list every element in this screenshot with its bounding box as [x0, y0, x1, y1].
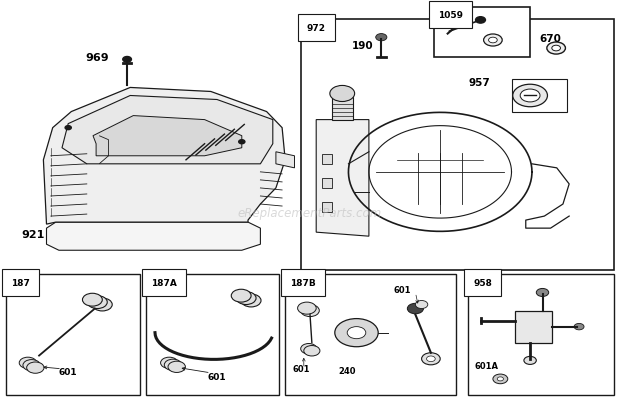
Text: 957: 957 — [468, 78, 490, 88]
Bar — [434, 8, 530, 58]
Circle shape — [164, 359, 182, 371]
Text: 601A: 601A — [474, 361, 498, 370]
Polygon shape — [93, 116, 242, 156]
Text: 190: 190 — [352, 41, 374, 51]
Polygon shape — [43, 88, 285, 225]
Circle shape — [82, 294, 102, 306]
Text: 921: 921 — [22, 230, 45, 239]
Circle shape — [168, 361, 185, 373]
Text: 601: 601 — [394, 286, 411, 295]
Circle shape — [304, 346, 320, 356]
Circle shape — [520, 90, 540, 103]
Text: 670: 670 — [539, 34, 561, 44]
Bar — [6, 275, 140, 395]
Circle shape — [407, 304, 423, 314]
Circle shape — [489, 38, 497, 44]
Text: 601: 601 — [208, 373, 226, 381]
Bar — [322, 178, 332, 188]
Circle shape — [493, 374, 508, 384]
Text: 187B: 187B — [290, 278, 316, 287]
Circle shape — [574, 324, 584, 330]
Circle shape — [484, 35, 502, 47]
Circle shape — [547, 43, 565, 55]
Circle shape — [376, 34, 387, 42]
Circle shape — [92, 298, 112, 311]
Circle shape — [23, 360, 40, 371]
Polygon shape — [46, 223, 260, 251]
Bar — [512, 80, 567, 112]
Text: 969: 969 — [85, 53, 108, 63]
Bar — [468, 275, 614, 395]
Bar — [285, 275, 456, 395]
Circle shape — [524, 356, 536, 365]
Circle shape — [497, 377, 503, 381]
Text: 187A: 187A — [151, 278, 177, 287]
Text: 972: 972 — [307, 24, 326, 33]
Text: 187: 187 — [11, 278, 30, 287]
Text: 601: 601 — [293, 364, 310, 373]
Text: 240: 240 — [338, 366, 355, 375]
Circle shape — [65, 126, 71, 130]
Circle shape — [335, 319, 378, 347]
Circle shape — [330, 86, 355, 102]
Bar — [515, 311, 552, 343]
Circle shape — [422, 353, 440, 365]
Circle shape — [27, 362, 44, 373]
Circle shape — [301, 305, 319, 317]
Bar — [322, 203, 332, 213]
Circle shape — [298, 302, 316, 314]
Circle shape — [427, 356, 435, 362]
Circle shape — [87, 296, 107, 309]
Circle shape — [161, 357, 178, 369]
Circle shape — [236, 292, 256, 305]
Circle shape — [241, 294, 261, 307]
Bar — [322, 154, 332, 164]
Circle shape — [476, 18, 485, 24]
Text: 1059: 1059 — [438, 11, 463, 20]
Circle shape — [513, 85, 547, 107]
Circle shape — [536, 289, 549, 297]
Circle shape — [19, 357, 37, 369]
Bar — [332, 98, 353, 120]
Circle shape — [415, 301, 428, 309]
Bar — [146, 275, 279, 395]
Polygon shape — [62, 96, 273, 164]
Text: 601: 601 — [59, 367, 78, 376]
Circle shape — [123, 57, 131, 63]
Circle shape — [231, 290, 251, 302]
Text: eReplacementParts.com: eReplacementParts.com — [238, 206, 382, 219]
Circle shape — [301, 344, 317, 354]
Bar — [301, 20, 614, 271]
Text: 958: 958 — [473, 278, 492, 287]
Polygon shape — [276, 152, 294, 168]
Polygon shape — [316, 120, 369, 237]
Circle shape — [239, 140, 245, 144]
Circle shape — [552, 46, 560, 52]
Circle shape — [347, 327, 366, 339]
